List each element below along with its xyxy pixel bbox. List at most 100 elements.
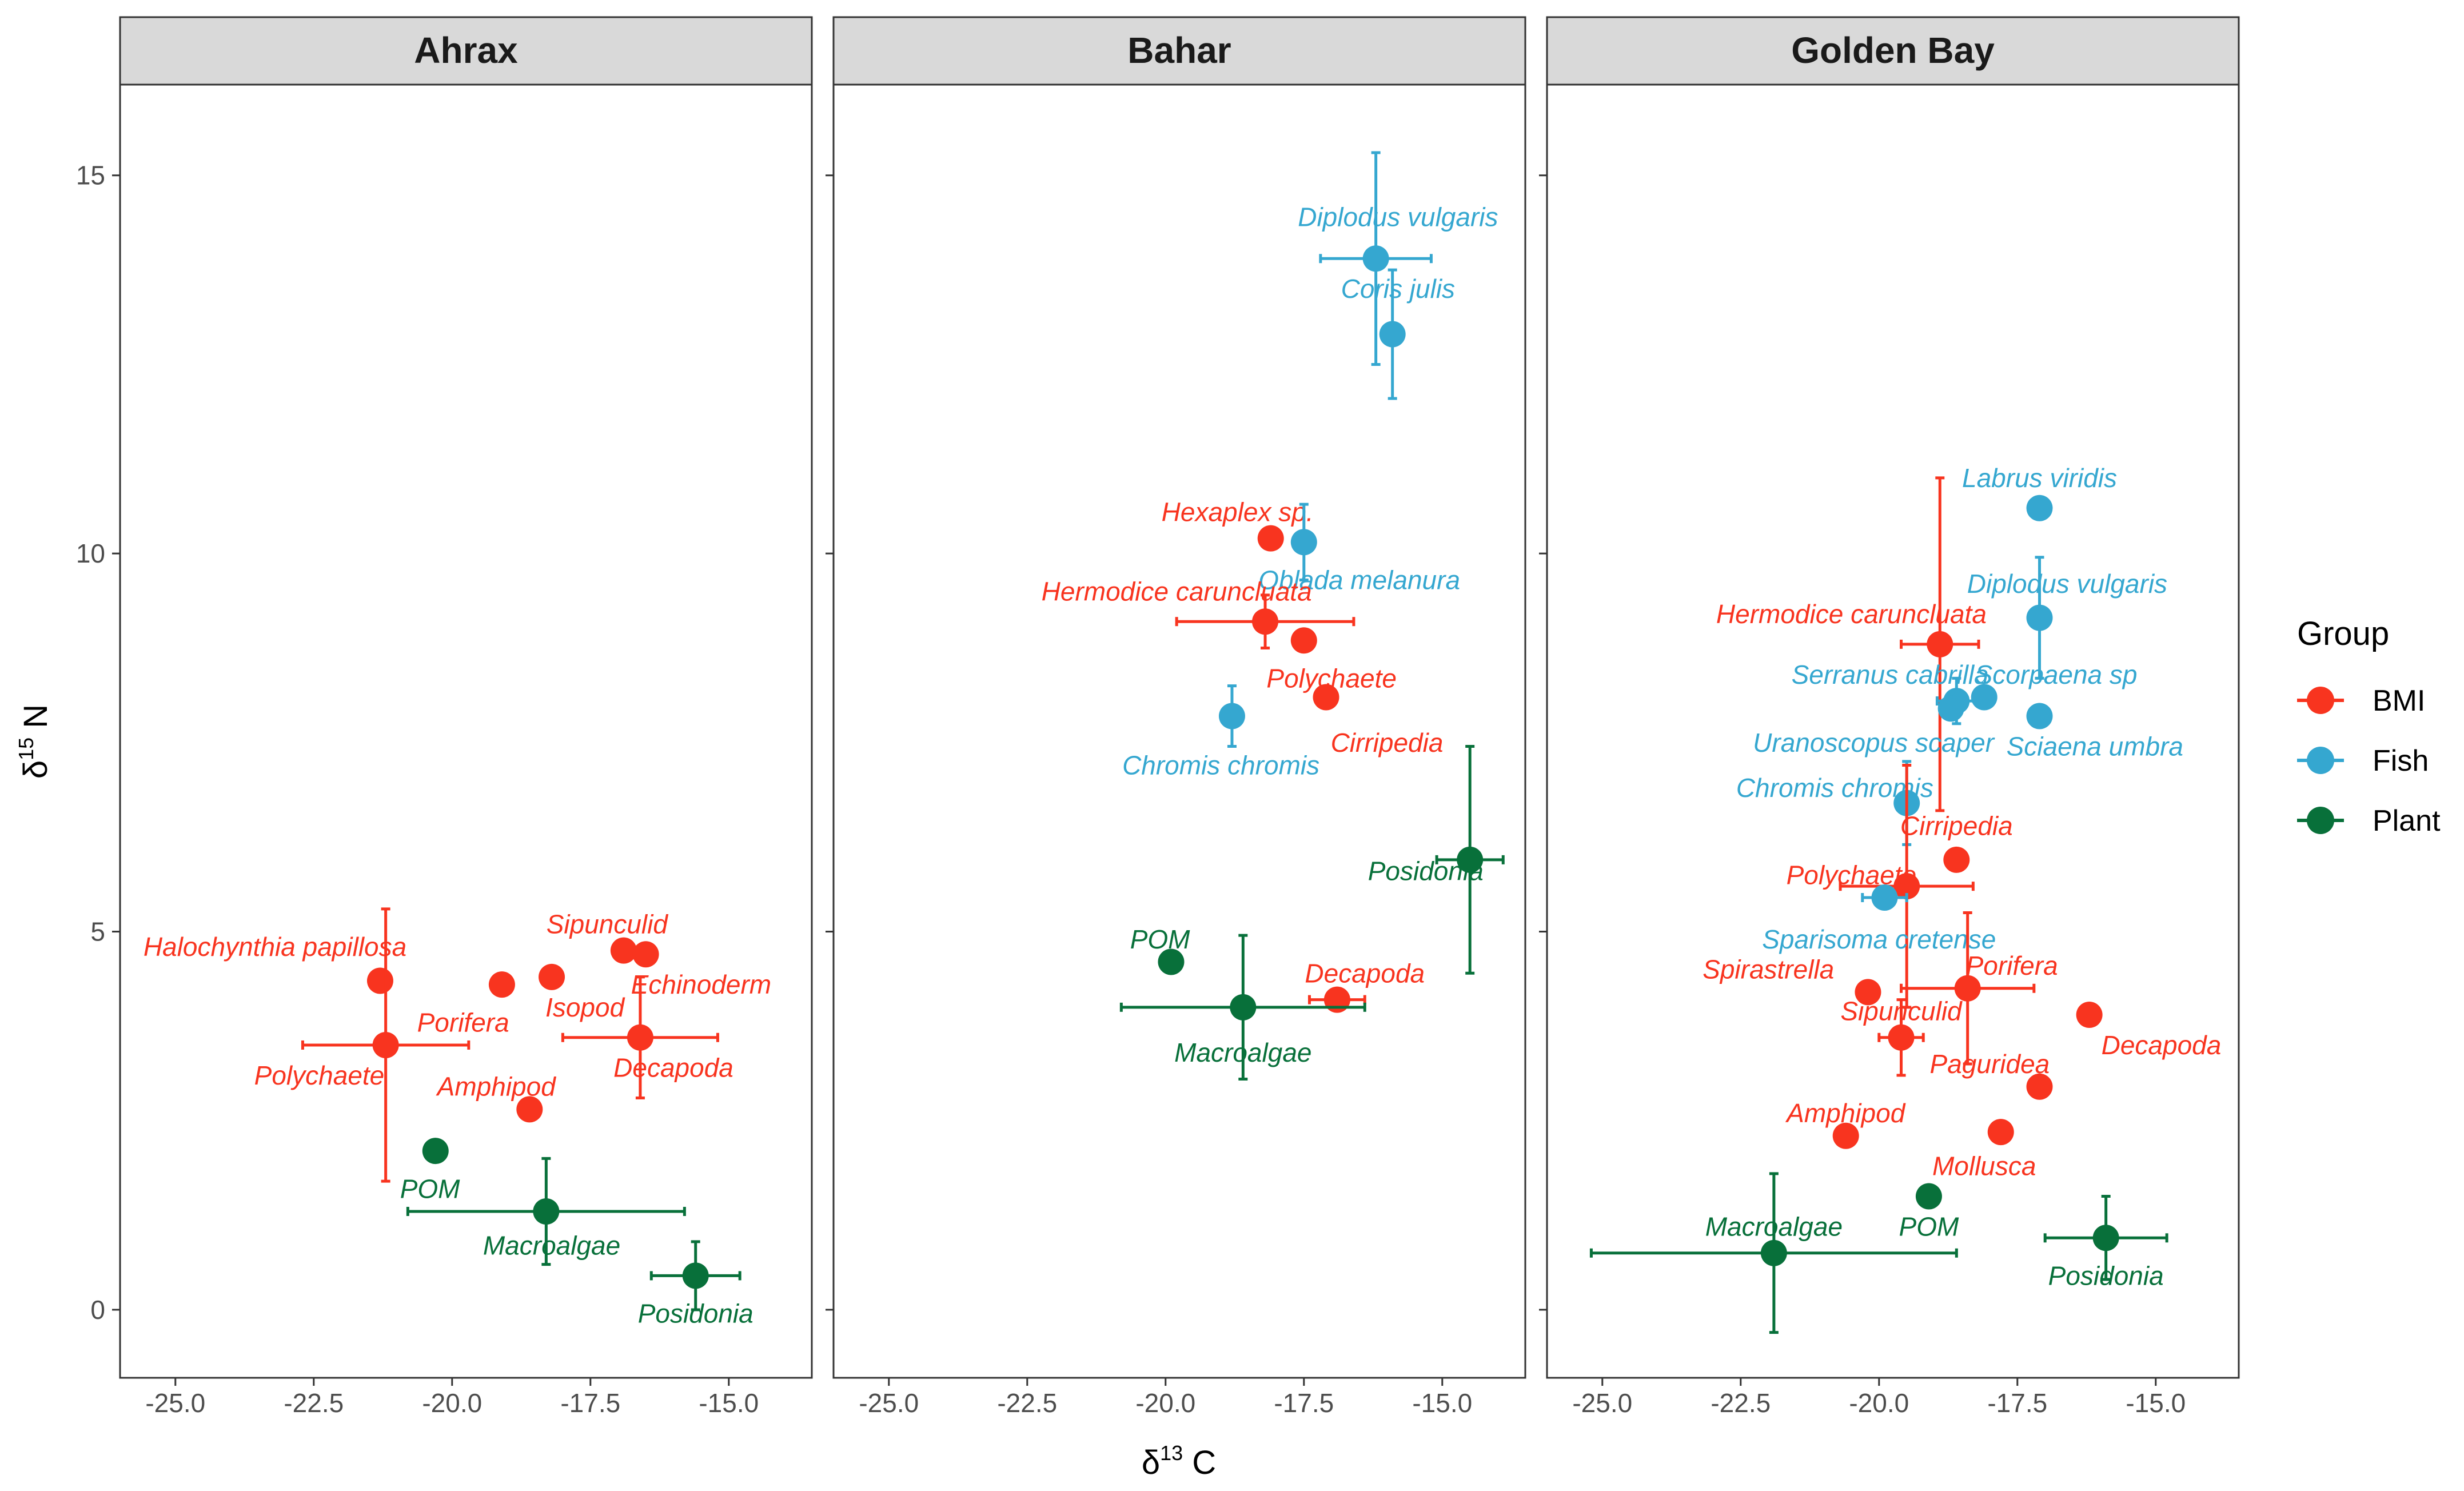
point-label-ahrax-isopod-3: Isopod bbox=[545, 992, 625, 1022]
data-point-bahar-macroalgae-11 bbox=[1230, 994, 1257, 1020]
point-label-golden-bay-sipunculid-13: Sipunculid bbox=[1840, 996, 1963, 1026]
data-point-bahar-posidonia-8 bbox=[1457, 846, 1484, 873]
plot-area-bahar bbox=[834, 85, 1525, 1378]
x-tick-label-ahrax-0: -25.0 bbox=[145, 1388, 205, 1418]
x-tick-label-golden-bay-2: -20.0 bbox=[1849, 1388, 1909, 1418]
point-label-golden-bay-chromis-chromis-7: Chromis chromis bbox=[1736, 773, 1933, 803]
point-label-golden-bay-labrus-viridis-0: Labrus viridis bbox=[1962, 463, 2117, 493]
strip-bahar bbox=[832, 16, 1526, 86]
point-label-ahrax-decapoda-6: Decapoda bbox=[613, 1053, 733, 1083]
legend-label-plant: Plant bbox=[2373, 804, 2441, 838]
strip-title-ahrax: Ahrax bbox=[414, 30, 518, 71]
point-label-golden-bay-spirastrella-11: Spirastrella bbox=[1703, 955, 1834, 984]
point-label-golden-bay-paguridea-15: Paguridea bbox=[1930, 1049, 2050, 1079]
x-tick-label-bahar-4: -15.0 bbox=[1412, 1388, 1472, 1418]
strip-golden-bay bbox=[1546, 16, 2240, 86]
point-label-bahar-posidonia-8: Posidonia bbox=[1368, 856, 1484, 886]
data-point-ahrax-echinoderm-4 bbox=[632, 941, 659, 968]
point-label-bahar-chromis-chromis-7: Chromis chromis bbox=[1122, 751, 1319, 780]
data-point-golden-bay-amphipod-16 bbox=[1832, 1122, 1859, 1149]
y-axis-title-sup: 15 bbox=[14, 737, 38, 760]
panel-golden-bay: Golden Bay -25.0 -22.5 -20.0 -17.5 -15.0 Labru… bbox=[1539, 16, 2240, 1418]
legend-item-fish: Fish bbox=[2297, 744, 2429, 778]
point-label-bahar-coris-julis-1: Coris julis bbox=[1341, 274, 1455, 304]
legend-key-point-bmi bbox=[2307, 687, 2334, 714]
data-point-bahar-cirripedia-6 bbox=[1313, 684, 1339, 711]
data-point-golden-bay-paguridea-15 bbox=[2026, 1073, 2053, 1100]
data-point-ahrax-amphipod-7 bbox=[516, 1096, 543, 1123]
x-tick-label-bahar-0: -25.0 bbox=[859, 1388, 919, 1418]
point-label-golden-bay-sciaena-umbra-5: Sciaena umbra bbox=[2007, 731, 2183, 761]
point-label-golden-bay-diplodus-vulgaris-1: Diplodus vulgaris bbox=[1967, 569, 2167, 599]
point-label-ahrax-sipunculid-2: Sipunculid bbox=[547, 909, 669, 939]
x-tick-label-golden-bay-3: -17.5 bbox=[1987, 1388, 2047, 1418]
point-label-golden-bay-polychaete-9: Polychaete bbox=[1787, 860, 1917, 890]
panels-layer: Ahrax -25.0 -22.5 -20.0 -17.5 -15.0 0 5 10 15 Halo… bbox=[76, 16, 2240, 1418]
plot-area-golden-bay bbox=[1547, 85, 2239, 1378]
point-label-golden-bay-cirripedia-8: Cirripedia bbox=[1900, 811, 2013, 840]
x-tick-label-ahrax-3: -17.5 bbox=[560, 1388, 620, 1418]
data-point-golden-bay-hermodice-caruncluata-2 bbox=[1927, 631, 1953, 657]
data-point-golden-bay-porifera-12 bbox=[1954, 975, 1981, 1002]
data-point-golden-bay-decapoda-14 bbox=[2076, 1002, 2103, 1028]
point-label-ahrax-amphipod-7: Amphipod bbox=[436, 1072, 557, 1102]
data-point-ahrax-isopod-3 bbox=[539, 963, 565, 990]
panel-border-ahrax bbox=[119, 83, 813, 1379]
y-tick-label-0: 0 bbox=[90, 1295, 105, 1325]
point-label-golden-bay-decapoda-14: Decapoda bbox=[2102, 1030, 2222, 1060]
data-point-bahar-chromis-chromis-7 bbox=[1218, 703, 1245, 729]
panel-border-golden-bay bbox=[1546, 83, 2240, 1379]
x-tick-label-golden-bay-4: -15.0 bbox=[2126, 1388, 2186, 1418]
data-point-golden-bay-spirastrella-11 bbox=[1855, 979, 1881, 1006]
point-label-golden-bay-pom-18: POM bbox=[1899, 1211, 1959, 1241]
y-axis-title: δ15 N bbox=[14, 704, 54, 779]
data-point-ahrax-sipunculid-2 bbox=[610, 937, 637, 964]
data-point-ahrax-posidonia-10 bbox=[682, 1262, 709, 1289]
data-point-bahar-decapoda-10 bbox=[1323, 986, 1350, 1013]
point-label-bahar-diplodus-vulgaris-0: Diplodus vulgaris bbox=[1298, 202, 1498, 232]
point-label-golden-bay-uranoscopus-scaper-6: Uranoscopus scaper bbox=[1753, 728, 1995, 758]
data-point-golden-bay-sipunculid-13 bbox=[1888, 1024, 1915, 1051]
data-point-bahar-hermodice-caruncluata-4 bbox=[1252, 608, 1279, 635]
data-point-ahrax-polychaete-5 bbox=[372, 1031, 399, 1058]
x-tick-label-bahar-3: -17.5 bbox=[1274, 1388, 1334, 1418]
point-label-bahar-decapoda-10: Decapoda bbox=[1305, 958, 1425, 988]
point-label-ahrax-macroalgae-9: Macroalgae bbox=[483, 1231, 620, 1261]
data-point-golden-bay-cirripedia-8 bbox=[1943, 846, 1970, 873]
legend-label-fish: Fish bbox=[2373, 744, 2429, 778]
data-point-golden-bay-macroalgae-19 bbox=[1760, 1239, 1787, 1266]
data-point-golden-bay-diplodus-vulgaris-1 bbox=[2026, 604, 2053, 631]
legend-item-bmi: BMI bbox=[2297, 684, 2425, 717]
point-label-ahrax-polychaete-5: Polychaete bbox=[254, 1061, 385, 1090]
y-axis-title-delta: δ bbox=[17, 760, 54, 779]
point-label-golden-bay-porifera-12: Porifera bbox=[1966, 951, 2058, 980]
point-label-ahrax-halochynthia-papillosa-0: Halochynthia papillosa bbox=[143, 932, 406, 962]
x-tick-label-ahrax-1: -22.5 bbox=[284, 1388, 344, 1418]
data-point-golden-bay-sparisoma-cretense-10 bbox=[1871, 884, 1898, 911]
point-label-ahrax-pom-8: POM bbox=[400, 1174, 460, 1203]
legend-label-bmi: BMI bbox=[2373, 684, 2425, 717]
y-tick-label-1: 5 bbox=[90, 917, 105, 947]
y-axis-title-unit: N bbox=[17, 704, 54, 737]
y-tick-label-2: 10 bbox=[76, 539, 105, 568]
panel-bahar: Bahar -25.0 -22.5 -20.0 -17.5 -15.0 Diplodus v… bbox=[826, 16, 1526, 1418]
legend: Group BMI Fish Plant bbox=[2297, 615, 2441, 838]
data-point-ahrax-pom-8 bbox=[422, 1138, 449, 1165]
data-point-ahrax-macroalgae-9 bbox=[533, 1198, 560, 1225]
data-point-bahar-coris-julis-1 bbox=[1379, 321, 1406, 348]
x-axis-title-delta: δ bbox=[1142, 1444, 1160, 1481]
plot-area-ahrax bbox=[120, 85, 812, 1378]
point-label-ahrax-posidonia-10: Posidonia bbox=[638, 1299, 753, 1329]
y-tick-label-3: 15 bbox=[76, 161, 105, 190]
data-point-bahar-polychaete-5 bbox=[1290, 627, 1317, 654]
panel-border-bahar bbox=[832, 83, 1526, 1379]
strip-title-golden-bay: Golden Bay bbox=[1791, 30, 1995, 71]
legend-key-point-plant bbox=[2307, 807, 2334, 834]
data-point-golden-bay-uranoscopus-scaper-6 bbox=[1937, 695, 1964, 722]
panel-ahrax: Ahrax -25.0 -22.5 -20.0 -17.5 -15.0 0 5 10 15 Halo… bbox=[76, 16, 813, 1418]
data-point-ahrax-decapoda-6 bbox=[627, 1024, 653, 1051]
point-label-bahar-hermodice-caruncluata-4: Hermodice caruncluata bbox=[1042, 576, 1312, 606]
data-point-bahar-diplodus-vulgaris-0 bbox=[1362, 245, 1389, 272]
legend-title: Group bbox=[2297, 615, 2389, 652]
